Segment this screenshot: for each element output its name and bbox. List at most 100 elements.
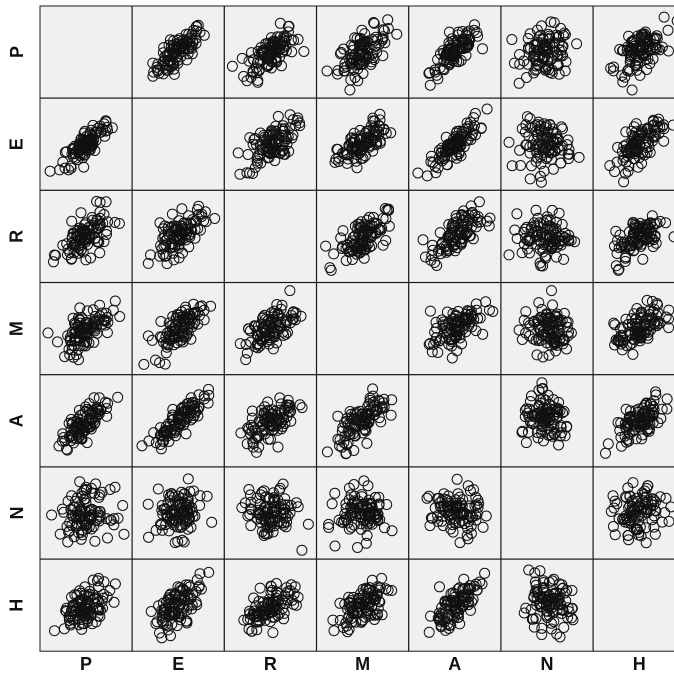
data-point (257, 601, 269, 613)
data-point (261, 137, 273, 149)
data-point (380, 127, 392, 139)
data-point (463, 500, 475, 512)
data-point (104, 484, 116, 495)
panel-r-vs-r (223, 189, 317, 283)
data-point (88, 521, 100, 533)
data-point (274, 17, 286, 29)
data-point (203, 389, 215, 401)
data-point (506, 34, 518, 45)
data-point (323, 522, 335, 533)
data-point (503, 249, 515, 261)
row-label-p: P (7, 46, 27, 58)
data-point (177, 401, 189, 413)
data-point (546, 204, 558, 216)
data-point (249, 610, 261, 622)
data-point (545, 593, 557, 605)
data-point (169, 537, 181, 549)
data-point (543, 28, 554, 40)
data-point (561, 420, 573, 432)
data-point (475, 123, 487, 134)
data-point (155, 443, 167, 455)
data-point (72, 321, 84, 333)
data-point (337, 225, 349, 237)
data-point (631, 54, 643, 66)
data-point (74, 476, 86, 488)
data-point (537, 575, 549, 587)
column-label-h: H (633, 654, 646, 674)
data-point (298, 46, 310, 57)
data-point (108, 513, 120, 525)
data-point (356, 489, 368, 501)
data-point (328, 625, 340, 637)
data-point (626, 42, 638, 54)
data-point (631, 303, 643, 314)
data-point (456, 209, 468, 221)
data-point (357, 224, 369, 236)
data-point (78, 484, 90, 496)
data-point (80, 340, 92, 352)
data-point (346, 132, 358, 144)
data-point (436, 314, 448, 326)
data-point (168, 596, 180, 608)
data-point (351, 144, 363, 156)
data-point (284, 285, 296, 297)
data-point (329, 487, 341, 499)
data-point (472, 211, 484, 223)
data-point (164, 491, 176, 503)
data-point (548, 423, 560, 435)
data-point (189, 232, 201, 244)
data-point (343, 523, 355, 535)
row-label-n: N (7, 507, 27, 520)
data-point (652, 318, 664, 330)
data-point (265, 55, 277, 67)
data-point (543, 229, 555, 241)
data-point (80, 401, 92, 413)
data-point (627, 236, 639, 248)
data-point (181, 617, 193, 629)
data-point (620, 126, 632, 138)
data-point (89, 597, 101, 609)
panel-p-vs-n (500, 5, 594, 99)
row-label-m: M (7, 321, 27, 336)
data-point (68, 531, 80, 543)
data-point (456, 500, 468, 512)
data-point (645, 398, 657, 410)
data-point (259, 408, 271, 420)
data-point (462, 533, 474, 545)
data-point (152, 483, 164, 495)
data-point (371, 403, 383, 415)
data-point (363, 211, 375, 223)
data-point (151, 616, 163, 628)
data-point (648, 510, 660, 522)
data-point (521, 234, 533, 246)
data-point (170, 598, 182, 609)
data-point (615, 331, 627, 343)
data-point (281, 314, 293, 326)
data-point (65, 619, 76, 631)
data-point (520, 437, 532, 449)
data-point (302, 518, 314, 530)
data-point (262, 61, 274, 73)
data-point (80, 607, 92, 619)
data-point (332, 410, 344, 422)
data-point (342, 153, 354, 165)
data-point (650, 237, 662, 249)
data-point (611, 156, 623, 168)
data-point (255, 421, 267, 433)
data-point (521, 72, 532, 83)
data-point (426, 150, 437, 162)
data-point (248, 54, 260, 66)
data-point (174, 499, 186, 511)
data-point (102, 532, 113, 544)
data-point (265, 408, 277, 420)
data-point (360, 537, 372, 549)
data-point (248, 592, 260, 604)
data-point (334, 597, 346, 609)
data-point (64, 612, 75, 623)
data-point (556, 144, 568, 156)
data-point (273, 147, 285, 159)
data-point (113, 218, 125, 229)
data-point (642, 480, 654, 492)
data-point (71, 518, 83, 529)
data-point (361, 437, 373, 449)
